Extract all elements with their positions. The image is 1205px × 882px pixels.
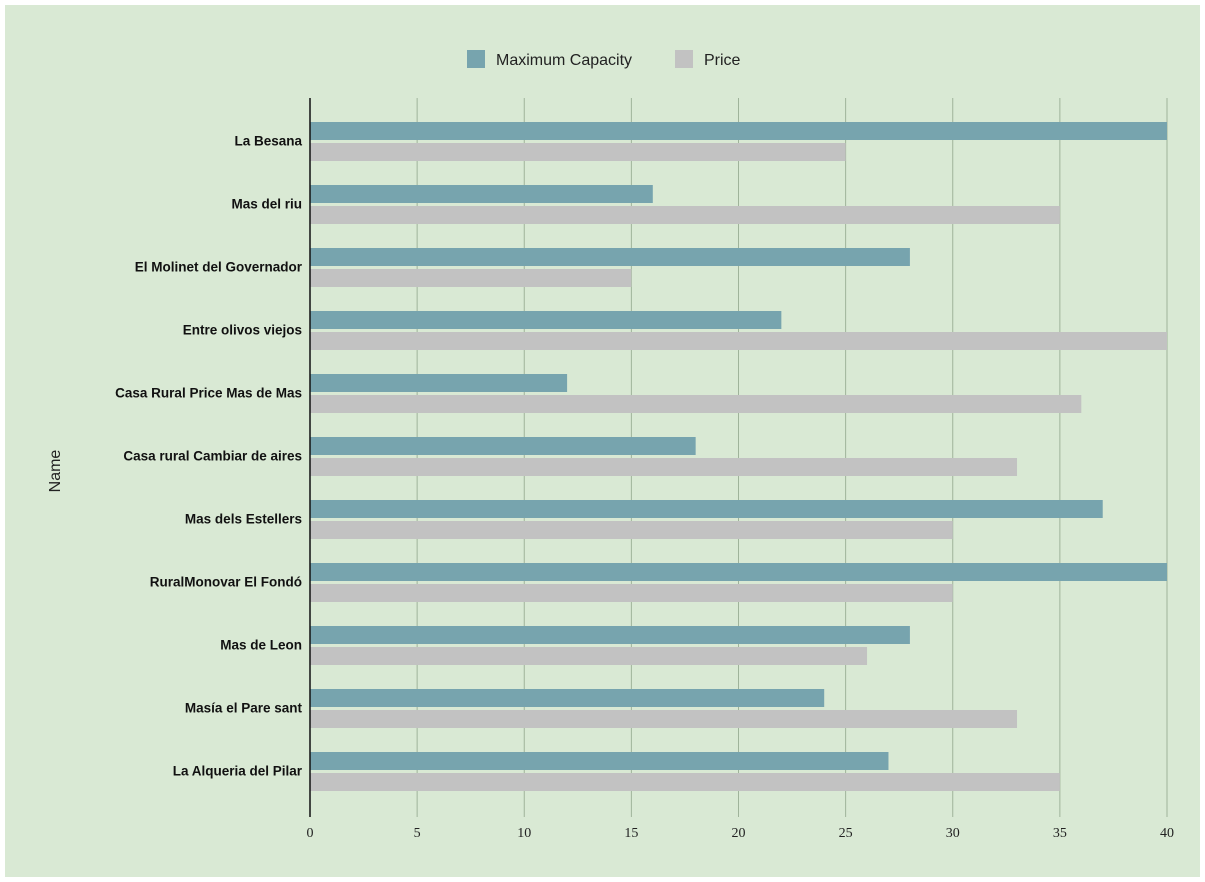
bar-price-1: [310, 206, 1060, 224]
bar-maximum-capacity-5: [310, 437, 696, 455]
bar-price-10: [310, 773, 1060, 791]
bar-price-3: [310, 332, 1167, 350]
bar-maximum-capacity-6: [310, 500, 1103, 518]
x-tick-labels: 0 5 10 15 20 25 30 35 40: [307, 826, 1175, 841]
x-tick-label-40: 40: [1160, 826, 1174, 841]
bar-maximum-capacity-4: [310, 374, 568, 392]
bar-price-4: [310, 395, 1082, 413]
bar-maximum-capacity-10: [310, 752, 889, 770]
bar-price-5: [310, 458, 1018, 476]
y-tick-labels: La Besana Mas del riu El Molinet del Gover…: [115, 134, 303, 779]
y-tick-label-9: Masía el Pare sant: [185, 701, 303, 716]
bars: [310, 122, 1167, 791]
x-tick-label-5: 5: [414, 826, 421, 841]
y-tick-label-1: Mas del riu: [231, 197, 302, 212]
y-tick-label-8: Mas de Leon: [220, 638, 302, 653]
y-tick-label-7: RuralMonovar El Fondó: [150, 575, 302, 590]
bar-maximum-capacity-3: [310, 311, 782, 329]
x-tick-label-30: 30: [946, 826, 960, 841]
legend-swatch-price: [675, 50, 693, 68]
bar-price-0: [310, 143, 846, 161]
y-tick-label-6: Mas dels Estellers: [185, 512, 302, 527]
legend-label-maximum-capacity: Maximum Capacity: [496, 52, 632, 69]
bar-price-9: [310, 710, 1018, 728]
bar-maximum-capacity-2: [310, 248, 910, 266]
bar-maximum-capacity-1: [310, 185, 653, 203]
bar-price-8: [310, 647, 868, 665]
y-tick-label-5: Casa rural Cambiar de aires: [123, 449, 302, 464]
legend-label-price: Price: [704, 52, 741, 69]
y-axis-title: Name: [47, 450, 64, 493]
bar-maximum-capacity-9: [310, 689, 825, 707]
bar-maximum-capacity-0: [310, 122, 1167, 140]
x-tick-label-10: 10: [517, 826, 531, 841]
y-tick-label-2: El Molinet del Governador: [135, 260, 303, 275]
bar-price-2: [310, 269, 632, 287]
y-tick-label-10: La Alqueria del Pilar: [173, 764, 303, 779]
x-tick-label-35: 35: [1053, 826, 1067, 841]
y-tick-label-3: Entre olivos viejos: [183, 323, 302, 338]
x-tick-label-15: 15: [624, 826, 638, 841]
bar-price-6: [310, 521, 953, 539]
x-tick-label-25: 25: [839, 826, 853, 841]
x-tick-label-20: 20: [732, 826, 746, 841]
y-tick-label-0: La Besana: [234, 134, 302, 149]
bar-chart: 0 5 10 15 20 25 30 35 40 La Besana Mas del riu El …: [5, 5, 1200, 877]
bar-maximum-capacity-7: [310, 563, 1167, 581]
chart-container: 0 5 10 15 20 25 30 35 40 La Besana Mas del riu El …: [5, 5, 1200, 877]
bar-price-7: [310, 584, 953, 602]
y-tick-label-4: Casa Rural Price Mas de Mas: [115, 386, 302, 401]
legend-swatch-maximum-capacity: [467, 50, 485, 68]
legend: Maximum Capacity Price: [467, 50, 741, 69]
bar-maximum-capacity-8: [310, 626, 910, 644]
x-tick-label-0: 0: [307, 826, 314, 841]
